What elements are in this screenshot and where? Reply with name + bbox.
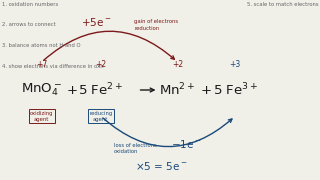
Text: $\times$5 = 5e$^-$: $\times$5 = 5e$^-$ [135, 161, 188, 172]
Text: 1. oxidation numbers: 1. oxidation numbers [2, 2, 58, 7]
Text: +2: +2 [172, 60, 183, 69]
Text: 5. scale to match electrons: 5. scale to match electrons [247, 2, 318, 7]
Text: +7: +7 [36, 60, 47, 69]
Text: 5 Fe$^{2+}$: 5 Fe$^{2+}$ [78, 82, 123, 98]
Text: reducing
agent: reducing agent [89, 111, 112, 122]
Text: gain of electrons
reduction: gain of electrons reduction [134, 19, 179, 31]
Text: 2. arrows to connect: 2. arrows to connect [2, 22, 55, 28]
Text: 4. show electrons via difference in oxn: 4. show electrons via difference in oxn [2, 64, 103, 69]
Text: 5 Fe$^{3+}$: 5 Fe$^{3+}$ [213, 82, 258, 98]
Text: +: + [201, 84, 212, 96]
Text: +5e$^-$: +5e$^-$ [81, 16, 111, 28]
Text: Mn$^{2+}$: Mn$^{2+}$ [159, 82, 196, 98]
Text: +: + [67, 84, 77, 96]
Text: 3. balance atoms not H and O: 3. balance atoms not H and O [2, 43, 80, 48]
Text: $-$1e$^-$: $-$1e$^-$ [171, 138, 202, 150]
FancyArrowPatch shape [103, 118, 232, 147]
Text: loss of electrons
oxidation: loss of electrons oxidation [114, 143, 156, 154]
Text: MnO$_4^-$: MnO$_4^-$ [21, 82, 62, 98]
Text: +3: +3 [229, 60, 241, 69]
FancyArrowPatch shape [44, 31, 174, 60]
Text: +2: +2 [95, 60, 106, 69]
Text: oxidizing
agent: oxidizing agent [30, 111, 53, 122]
